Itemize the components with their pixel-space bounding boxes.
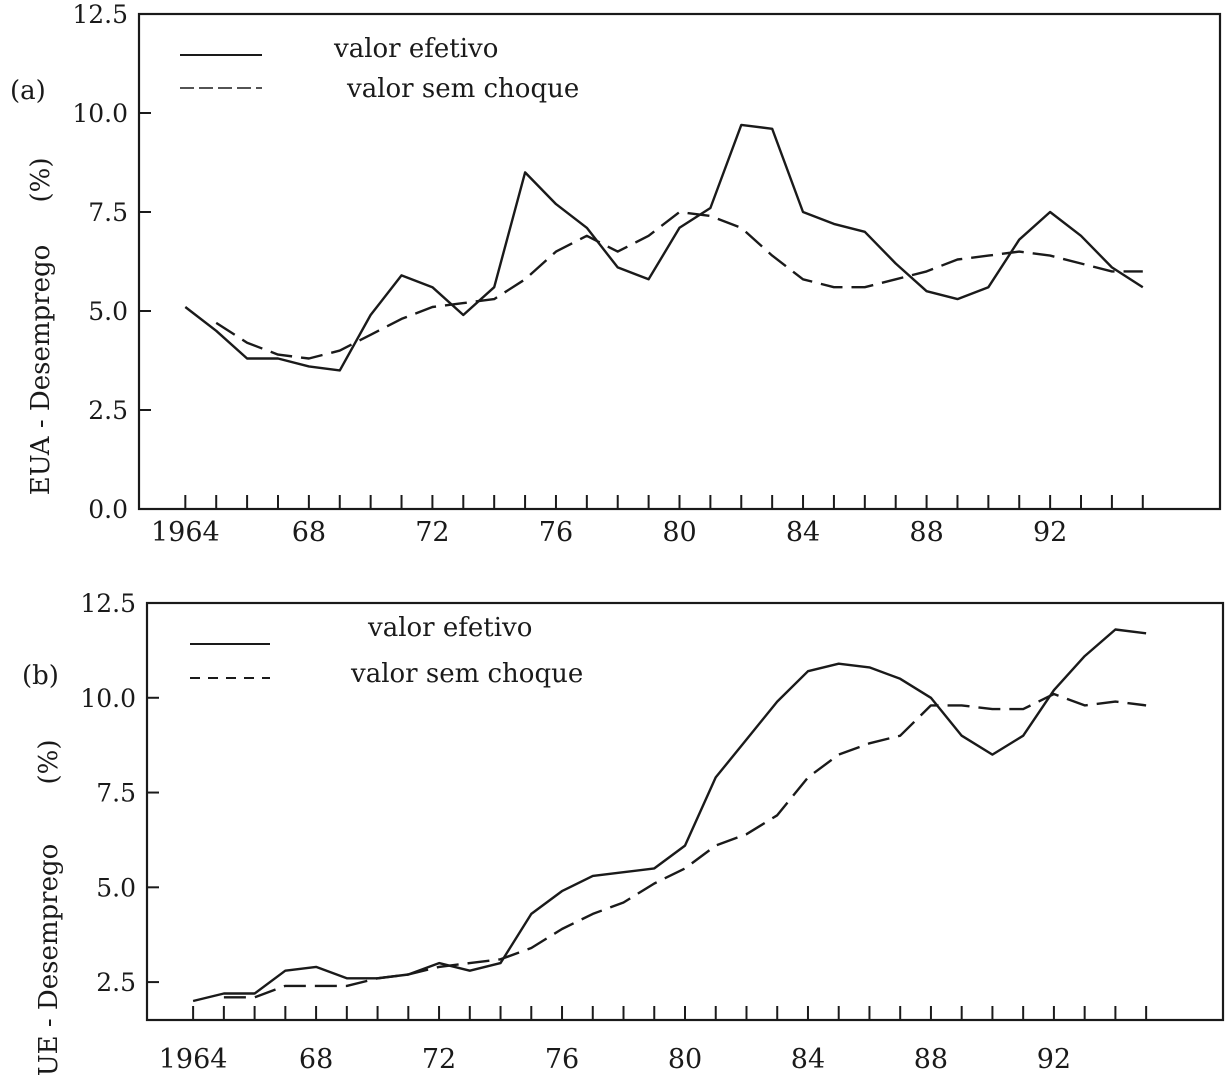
x-tick-label-b-7: 92 bbox=[1037, 1044, 1071, 1075]
x-tick-label-b-1: 68 bbox=[299, 1044, 333, 1075]
x-tick-label-b-6: 88 bbox=[914, 1044, 948, 1075]
y-tick-label-a-5: 12.5 bbox=[72, 0, 128, 29]
x-tick-label-a-3: 76 bbox=[539, 517, 573, 548]
y-tick-label-b-2: 7.5 bbox=[96, 779, 136, 808]
y-tick-label-a-0: 0.0 bbox=[88, 495, 128, 524]
panel-label-a: (a) bbox=[10, 76, 46, 106]
x-tick-label-b-3: 76 bbox=[545, 1044, 579, 1075]
y-tick-label-a-3: 7.5 bbox=[88, 198, 128, 227]
series-line-valor-sem-choque-a bbox=[215, 210, 1143, 360]
x-tick-label-a-0: 1964 bbox=[151, 517, 220, 548]
y-tick-label-a-1: 2.5 bbox=[88, 396, 128, 425]
legend-label-valor-efetivo-a: valor efetivo bbox=[333, 34, 498, 64]
x-tick-label-b-5: 84 bbox=[791, 1044, 825, 1075]
y-axis-unit-b: (%) bbox=[34, 740, 64, 785]
y-tick-label-a-4: 10.0 bbox=[72, 99, 128, 128]
legend-label-valor-sem-choque-b: valor sem choque bbox=[350, 659, 583, 689]
series-line-valor-efetivo-b bbox=[192, 628, 1147, 1003]
chart-panel-a: (a) EUA - Desemprego (%) valor efetivo v… bbox=[10, 0, 1222, 548]
legend-label-valor-efetivo-b: valor efetivo bbox=[367, 613, 532, 643]
y-tick-label-a-2: 5.0 bbox=[88, 297, 128, 326]
series-line-valor-sem-choque-b bbox=[223, 692, 1147, 999]
y-tick-label-b-0: 2.5 bbox=[96, 968, 136, 997]
x-tick-label-a-2: 72 bbox=[415, 517, 449, 548]
plot-frame-a bbox=[137, 12, 1222, 511]
x-tick-label-b-2: 72 bbox=[422, 1044, 456, 1075]
x-tick-label-a-7: 92 bbox=[1033, 517, 1067, 548]
x-tick-label-a-6: 88 bbox=[909, 517, 943, 548]
y-axis-unit-a: (%) bbox=[26, 158, 56, 203]
panel-label-b: (b) bbox=[22, 661, 59, 691]
chart-panel-b: (b) UE - Desemprego (%) valor efetivo va… bbox=[22, 589, 1225, 1076]
y-tick-label-b-3: 10.0 bbox=[80, 684, 136, 713]
x-tick-label-a-5: 84 bbox=[786, 517, 820, 548]
y-tick-label-b-1: 5.0 bbox=[96, 873, 136, 902]
series-line-valor-efetivo-a bbox=[184, 123, 1144, 372]
plot-frame-b bbox=[145, 601, 1225, 1022]
x-tick-label-b-4: 80 bbox=[668, 1044, 702, 1075]
y-axis-label-a: EUA - Desemprego bbox=[26, 245, 56, 496]
x-tick-label-a-4: 80 bbox=[662, 517, 696, 548]
legend-label-valor-sem-choque-a: valor sem choque bbox=[346, 74, 579, 104]
y-axis-label-b: UE - Desemprego bbox=[34, 844, 64, 1076]
x-tick-label-b-0: 1964 bbox=[159, 1044, 228, 1075]
x-tick-label-a-1: 68 bbox=[292, 517, 326, 548]
y-tick-label-b-4: 12.5 bbox=[80, 589, 136, 618]
